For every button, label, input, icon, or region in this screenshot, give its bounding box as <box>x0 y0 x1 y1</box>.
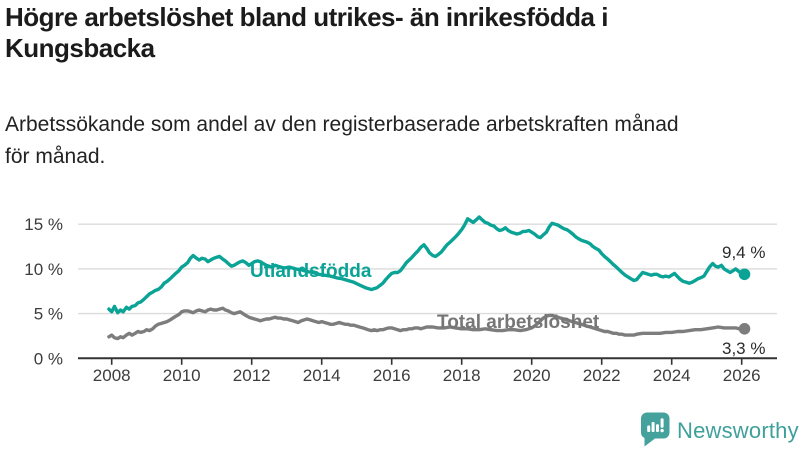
series-line-1 <box>107 306 747 341</box>
series-label-total-arbetsloshet: Total arbetslöshet <box>437 312 600 333</box>
x-axis-tick-label: 2024 <box>653 366 691 385</box>
logo-bar-2 <box>651 422 655 432</box>
logo-bar-3 <box>656 424 659 432</box>
series-line-0 <box>107 215 747 315</box>
x-axis-tick-label: 2018 <box>443 366 481 385</box>
x-axis-tick-label: 2008 <box>93 366 131 385</box>
chart-subtitle: Arbetssökande som andel av den registerb… <box>5 109 679 173</box>
logo-bar-1 <box>647 425 651 432</box>
logo-bubble-shape <box>641 412 670 447</box>
title-line-2: Kungsbacka <box>5 33 155 63</box>
x-axis-tick-label: 2020 <box>513 366 551 385</box>
x-axis-tick-label: 2014 <box>303 366 341 385</box>
y-axis-tick-label: 5 % <box>34 305 63 324</box>
series-end-dot-1 <box>738 322 751 335</box>
title-line-1: Högre arbetslöshet bland utrikes- än inr… <box>5 2 608 32</box>
x-axis-tick-label: 2016 <box>373 366 411 385</box>
x-axis-tick-label: 2010 <box>163 366 201 385</box>
logo-exclamation-dot <box>660 428 664 433</box>
logo-exclamation-bar <box>660 418 664 428</box>
y-axis-tick-label: 10 % <box>24 260 63 279</box>
x-axis-tick-label: 2026 <box>723 366 761 385</box>
x-axis-tick-label: 2022 <box>583 366 621 385</box>
subtitle-line-2: för månad. <box>5 145 106 168</box>
newsworthy-logo[interactable]: Newsworthy <box>641 412 799 447</box>
page-title: Högre arbetslöshet bland utrikes- än inr… <box>5 2 608 64</box>
subtitle-line-1: Arbetssökande som andel av den registerb… <box>5 113 679 136</box>
series-end-dot-0 <box>738 268 751 281</box>
newsworthy-logo-icon <box>641 412 670 447</box>
y-axis-tick-label: 15 % <box>24 215 63 234</box>
series-label-utlandsfodda: Utlandsfödda <box>250 261 372 282</box>
newsworthy-logo-text[interactable]: Newsworthy <box>677 418 799 443</box>
end-value-utlandsfodda: 9,4 % <box>722 243 766 262</box>
y-axis-tick-label: 0 % <box>34 349 63 368</box>
end-value-total: 3,3 % <box>722 339 766 358</box>
x-axis-tick-label: 2012 <box>233 366 271 385</box>
